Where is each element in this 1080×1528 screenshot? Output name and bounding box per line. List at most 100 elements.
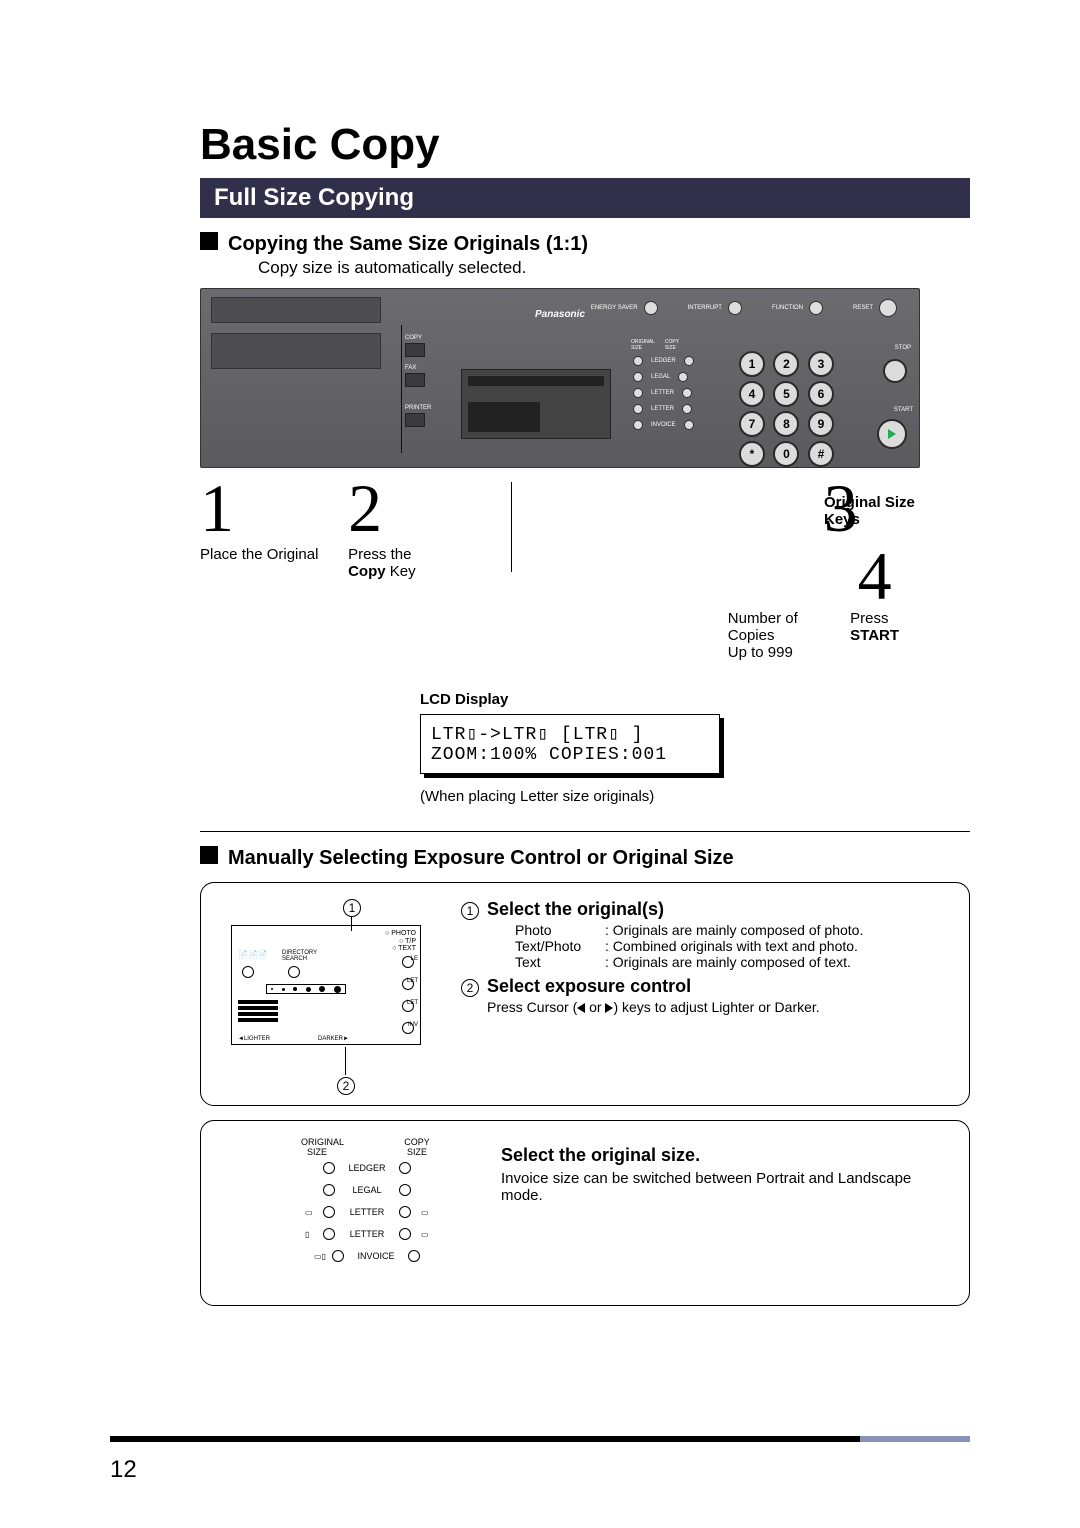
copy-size-col-label: COPY SIZE [401, 1137, 433, 1157]
panel-mid-left-group [211, 333, 381, 369]
exposure-panel-inner: ○ PHOTO○ T/P○ TEXT LE 📄📄📄 DIRECTORYSEARC… [231, 925, 421, 1045]
printer-key-label: PRINTER [405, 405, 461, 411]
csize-letter2-button[interactable] [682, 404, 692, 414]
keypad-star-button[interactable]: * [739, 441, 765, 467]
inline-marker-1-icon: 1 [461, 902, 479, 920]
keypad-7-button[interactable]: 7 [739, 411, 765, 437]
steps-row: 1 Place the Original 2 Press the Copy Ke… [200, 474, 920, 661]
keypad-2-button[interactable]: 2 [773, 351, 799, 377]
csize-legal-button[interactable] [678, 372, 688, 382]
select-originals-heading: Select the original(s) [487, 899, 664, 920]
start-button[interactable] [877, 419, 907, 449]
copier-panel-figure: Panasonic COPY FAX PRINTER ORIGINALSIZE … [200, 288, 970, 805]
stop-button[interactable] [883, 359, 907, 383]
size-legal-label: LEGAL [651, 374, 670, 380]
function-button[interactable] [809, 301, 823, 315]
size-letter2-label: LETTER [651, 406, 674, 412]
keypad-hash-button[interactable]: # [808, 441, 834, 467]
keypad-4-button[interactable]: 4 [739, 381, 765, 407]
start-play-icon [888, 429, 896, 439]
manual-size-box: ORIGINAL SIZE COPY SIZE LEDGER LEGAL ▭LE… [200, 1120, 970, 1306]
keypad-9-button[interactable]: 9 [808, 411, 834, 437]
bullet-square-icon [200, 232, 218, 250]
keypad-0-button[interactable]: 0 [773, 441, 799, 467]
marker-2-leader [345, 1047, 346, 1075]
step-4-text: Press START [850, 610, 920, 661]
csize-letter1-button[interactable] [682, 388, 692, 398]
subheading-row-same-size: Copying the Same Size Originals (1:1) [200, 232, 970, 256]
exposure-panel-thumb: 1 ○ PHOTO○ T/P○ TEXT LE 📄📄📄 DIRECTORYSEA… [217, 899, 437, 1089]
horizontal-rule [200, 831, 970, 832]
panel-top-left-group [211, 297, 381, 323]
csize-ledger-thumb-button[interactable] [399, 1162, 411, 1174]
panel-brand-label: Panasonic [535, 309, 585, 320]
bullet-square-icon [200, 846, 218, 864]
energy-saver-button[interactable] [644, 301, 658, 315]
osize-legal-thumb-button[interactable] [323, 1184, 335, 1196]
original-type-text: Text: Originals are mainly composed of t… [515, 954, 945, 970]
thumb-exposure-bar [266, 984, 346, 994]
keypad-1-button[interactable]: 1 [739, 351, 765, 377]
step-1-number: 1 [200, 474, 348, 542]
subheading-manual: Manually Selecting Exposure Control or O… [228, 847, 734, 870]
original-size-keys-label: Original Size Keys [824, 494, 920, 528]
select-exposure-heading: Select exposure control [487, 976, 691, 997]
size-info-text: Select the original size. Invoice size c… [501, 1137, 945, 1277]
energy-saver-label: ENERGY SAVER [591, 305, 638, 311]
csize-invoice-thumb-button[interactable] [408, 1250, 420, 1262]
csize-letter1-thumb-button[interactable] [399, 1206, 411, 1218]
thumb-cursor-right[interactable] [288, 966, 300, 978]
osize-header: ORIGINALSIZE [631, 339, 655, 351]
csize-letter2-thumb-button[interactable] [399, 1228, 411, 1240]
step-4-number: 4 [858, 542, 892, 610]
size-panel-thumb: ORIGINAL SIZE COPY SIZE LEDGER LEGAL ▭LE… [257, 1137, 477, 1277]
lcd-display-block: LCD Display LTR▯->LTR▯ [LTR▯ ] ZOOM:100%… [420, 691, 970, 805]
size-invoice-thumb-label: INVOICE [354, 1251, 398, 1261]
copy-key-label: COPY [405, 335, 461, 341]
size-legal-thumb-label: LEGAL [345, 1185, 389, 1195]
original-type-photo: Photo: Originals are mainly composed of … [515, 922, 945, 938]
footer-rule [110, 1436, 970, 1442]
interrupt-button[interactable] [728, 301, 742, 315]
manual-exposure-box: 1 ○ PHOTO○ T/P○ TEXT LE 📄📄📄 DIRECTORYSEA… [200, 882, 970, 1106]
step-2-text: Press the Copy Key [348, 546, 511, 580]
marker-1-icon: 1 [343, 899, 361, 917]
osize-letter1-button[interactable] [633, 388, 643, 398]
lcd-display-title: LCD Display [420, 691, 970, 708]
step-1-text: Place the Original [200, 546, 348, 563]
reset-button[interactable] [879, 299, 897, 317]
osize-invoice-button[interactable] [633, 420, 643, 430]
osize-ledger-button[interactable] [633, 356, 643, 366]
osize-letter2-thumb-button[interactable] [323, 1228, 335, 1240]
panel-display-block [468, 402, 540, 432]
csize-invoice-button[interactable] [684, 420, 694, 430]
osize-letter2-button[interactable] [633, 404, 643, 414]
osize-invoice-thumb-button[interactable] [332, 1250, 344, 1262]
page-title: Basic Copy [200, 120, 970, 170]
keypad-3-button[interactable]: 3 [808, 351, 834, 377]
panel-display-strip [468, 376, 604, 386]
thumb-cursor-left[interactable] [242, 966, 254, 978]
keypad-8-button[interactable]: 8 [773, 411, 799, 437]
function-label: FUNCTION [772, 305, 803, 311]
numeric-keypad: 1 2 3 4 5 6 7 8 9 * 0 # [737, 349, 849, 469]
fax-key[interactable] [405, 373, 425, 387]
osize-legal-button[interactable] [633, 372, 643, 382]
copier-control-panel: Panasonic COPY FAX PRINTER ORIGINALSIZE … [200, 288, 920, 468]
top-right-function-buttons: ENERGY SAVER INTERRUPT FUNCTION RESET [591, 297, 899, 319]
reset-label: RESET [853, 305, 873, 311]
copy-key[interactable] [405, 343, 425, 357]
step-1: 1 Place the Original [200, 474, 348, 563]
select-original-size-desc: Invoice size can be switched between Por… [501, 1170, 945, 1204]
section-bar: Full Size Copying [200, 178, 970, 218]
keypad-5-button[interactable]: 5 [773, 381, 799, 407]
csize-ledger-button[interactable] [684, 356, 694, 366]
csize-legal-thumb-button[interactable] [399, 1184, 411, 1196]
lcd-display-box: LTR▯->LTR▯ [LTR▯ ] ZOOM:100% COPIES:001 [420, 714, 720, 774]
step-3-4: Original Size Keys 3 4 Number of CopiesU… [512, 474, 920, 661]
size-letter1-label: LETTER [651, 390, 674, 396]
keypad-6-button[interactable]: 6 [808, 381, 834, 407]
osize-ledger-thumb-button[interactable] [323, 1162, 335, 1174]
osize-letter1-thumb-button[interactable] [323, 1206, 335, 1218]
printer-key[interactable] [405, 413, 425, 427]
